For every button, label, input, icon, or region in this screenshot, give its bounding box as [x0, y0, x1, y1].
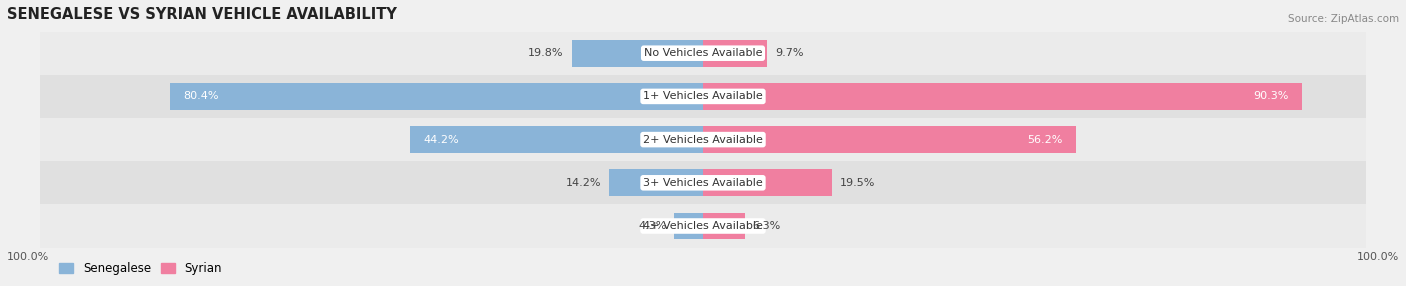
Text: 56.2%: 56.2%: [1026, 135, 1063, 145]
Text: 14.2%: 14.2%: [565, 178, 600, 188]
Bar: [703, 212, 745, 239]
Text: 4+ Vehicles Available: 4+ Vehicles Available: [643, 221, 763, 231]
Text: 19.5%: 19.5%: [841, 178, 876, 188]
Text: 100.0%: 100.0%: [7, 252, 49, 262]
Bar: [703, 40, 768, 67]
Bar: [572, 40, 703, 67]
Bar: [41, 31, 1365, 75]
Text: 1+ Vehicles Available: 1+ Vehicles Available: [643, 92, 763, 102]
Bar: [609, 169, 703, 196]
Bar: [41, 75, 1365, 118]
Text: 9.7%: 9.7%: [775, 48, 804, 58]
Bar: [41, 204, 1365, 248]
Bar: [411, 126, 703, 153]
Bar: [41, 161, 1365, 204]
Text: Source: ZipAtlas.com: Source: ZipAtlas.com: [1288, 14, 1399, 24]
Text: 44.2%: 44.2%: [423, 135, 458, 145]
Bar: [703, 169, 832, 196]
Text: 80.4%: 80.4%: [183, 92, 219, 102]
Bar: [675, 212, 703, 239]
Text: 2+ Vehicles Available: 2+ Vehicles Available: [643, 135, 763, 145]
Text: SENEGALESE VS SYRIAN VEHICLE AVAILABILITY: SENEGALESE VS SYRIAN VEHICLE AVAILABILIT…: [7, 7, 396, 22]
Text: 4.3%: 4.3%: [638, 221, 666, 231]
Text: No Vehicles Available: No Vehicles Available: [644, 48, 762, 58]
Legend: Senegalese, Syrian: Senegalese, Syrian: [55, 257, 226, 280]
Bar: [703, 126, 1076, 153]
Text: 90.3%: 90.3%: [1253, 92, 1288, 102]
Text: 3+ Vehicles Available: 3+ Vehicles Available: [643, 178, 763, 188]
Text: 100.0%: 100.0%: [1357, 252, 1399, 262]
Text: 19.8%: 19.8%: [529, 48, 564, 58]
Bar: [170, 83, 703, 110]
Bar: [41, 118, 1365, 161]
Bar: [703, 83, 1302, 110]
Text: 6.3%: 6.3%: [752, 221, 780, 231]
